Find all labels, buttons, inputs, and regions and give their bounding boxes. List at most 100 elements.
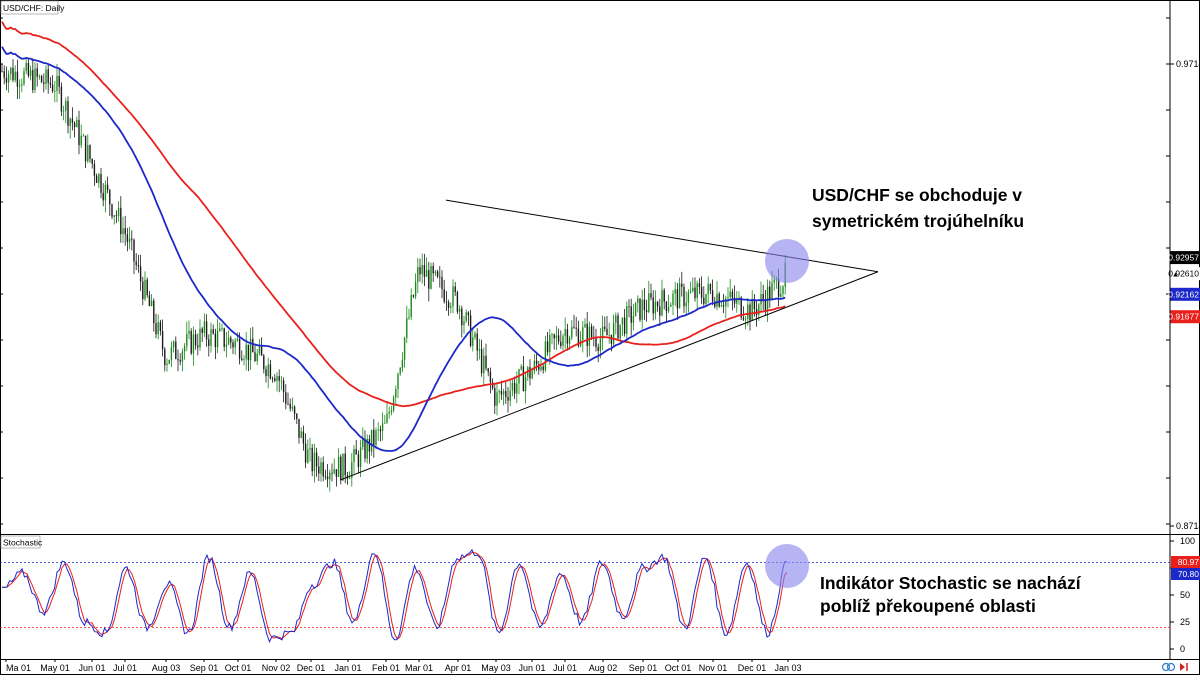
candle-body	[362, 438, 364, 448]
candle-body	[650, 293, 652, 298]
candle-body	[353, 449, 355, 463]
time-axis-label: May 01	[40, 663, 70, 673]
candle-body	[47, 69, 49, 83]
candle-body	[135, 261, 137, 266]
candle-body	[60, 86, 63, 112]
candle-body	[742, 317, 745, 320]
candle-body	[489, 371, 492, 383]
candle-body	[269, 364, 272, 379]
price-axis-label: 0.97147	[1176, 59, 1200, 69]
stochastic-axis-label: 0	[1180, 644, 1185, 654]
candle-body	[738, 297, 740, 299]
candle-body	[271, 378, 274, 380]
candle-body	[557, 335, 560, 342]
candle-body	[397, 373, 399, 390]
time-axis-label: Dec 01	[297, 663, 326, 673]
candle-body	[749, 304, 751, 321]
candle-body	[670, 304, 672, 307]
candle-body	[379, 429, 382, 431]
candle-body	[188, 330, 190, 334]
candle-body	[331, 472, 333, 474]
candle-body	[122, 228, 124, 235]
candle-body	[113, 215, 115, 217]
candle-body	[577, 328, 580, 346]
candle-body	[84, 135, 87, 162]
time-axis-label: Jan 01	[334, 663, 361, 673]
candle-body	[509, 390, 511, 401]
candle-body	[496, 392, 498, 406]
time-axis-label: Oct 01	[665, 663, 692, 673]
time-axis-label: Nov 01	[699, 663, 728, 673]
candle-body	[604, 326, 606, 329]
candle-body	[45, 69, 47, 84]
time-axis-label: Ma 01	[6, 663, 31, 673]
candle-body	[368, 438, 371, 452]
candle-body	[410, 295, 412, 318]
candle-body	[71, 118, 74, 123]
candle-body	[700, 287, 703, 298]
candle-body	[632, 316, 635, 323]
candle-body	[439, 276, 441, 278]
candle-body	[511, 382, 514, 391]
candle-body	[758, 304, 760, 315]
candle-body	[56, 75, 58, 91]
candle-body	[111, 204, 113, 217]
candle-body	[280, 380, 283, 382]
candle-body	[164, 349, 166, 366]
candle-body	[203, 321, 206, 333]
candle-body	[87, 145, 89, 162]
candle-body	[82, 135, 85, 137]
time-axis-label: Jun 01	[518, 663, 545, 673]
candle-body	[291, 406, 294, 409]
candle-body	[648, 293, 650, 313]
candle-body	[309, 447, 311, 450]
candle-body	[357, 454, 360, 467]
candle-body	[623, 317, 626, 334]
candle-body	[436, 271, 439, 277]
candle-body	[727, 297, 729, 299]
candle-body	[304, 443, 307, 463]
candle-body	[139, 266, 142, 282]
candle-body	[1, 70, 3, 72]
candle-body	[177, 358, 179, 361]
candle-body	[337, 456, 340, 477]
stochastic-tag-box	[1171, 556, 1200, 568]
scroll-to-end-icon[interactable]	[1180, 663, 1188, 671]
stochastic-tag-label: 80.97	[1178, 557, 1200, 567]
candle-body	[516, 383, 518, 394]
candle-body	[414, 281, 417, 297]
candle-body	[718, 293, 720, 307]
candle-body	[606, 328, 608, 336]
candle-body	[333, 469, 335, 474]
candle-body	[417, 267, 419, 282]
candle-body	[3, 71, 5, 78]
candle-body	[447, 302, 450, 308]
candle-body	[153, 300, 155, 324]
candle-body	[461, 308, 463, 326]
candle-body	[443, 289, 445, 302]
candle-body	[683, 286, 685, 307]
price-axis-ticks	[0, 17, 1170, 525]
candle-body	[626, 306, 628, 334]
candle-body	[467, 312, 470, 316]
link-icon[interactable]	[1161, 662, 1176, 672]
candle-body	[487, 368, 489, 372]
candle-body	[355, 449, 357, 455]
candle-body	[421, 265, 423, 275]
price-tag-box	[1170, 267, 1200, 281]
candle-body	[7, 73, 10, 83]
candle-body	[120, 207, 122, 235]
candle-body	[661, 290, 663, 316]
candle-body	[342, 453, 344, 481]
candle-body	[260, 346, 263, 356]
candle-body	[542, 366, 544, 371]
candle-body	[322, 462, 324, 477]
candle-body	[223, 328, 225, 347]
candle-body	[144, 279, 146, 300]
candle-body	[249, 338, 252, 361]
candle-body	[32, 70, 34, 91]
candle-body	[238, 338, 241, 359]
candle-body	[293, 406, 296, 414]
candle-body	[744, 318, 747, 320]
candle-body	[714, 301, 716, 307]
